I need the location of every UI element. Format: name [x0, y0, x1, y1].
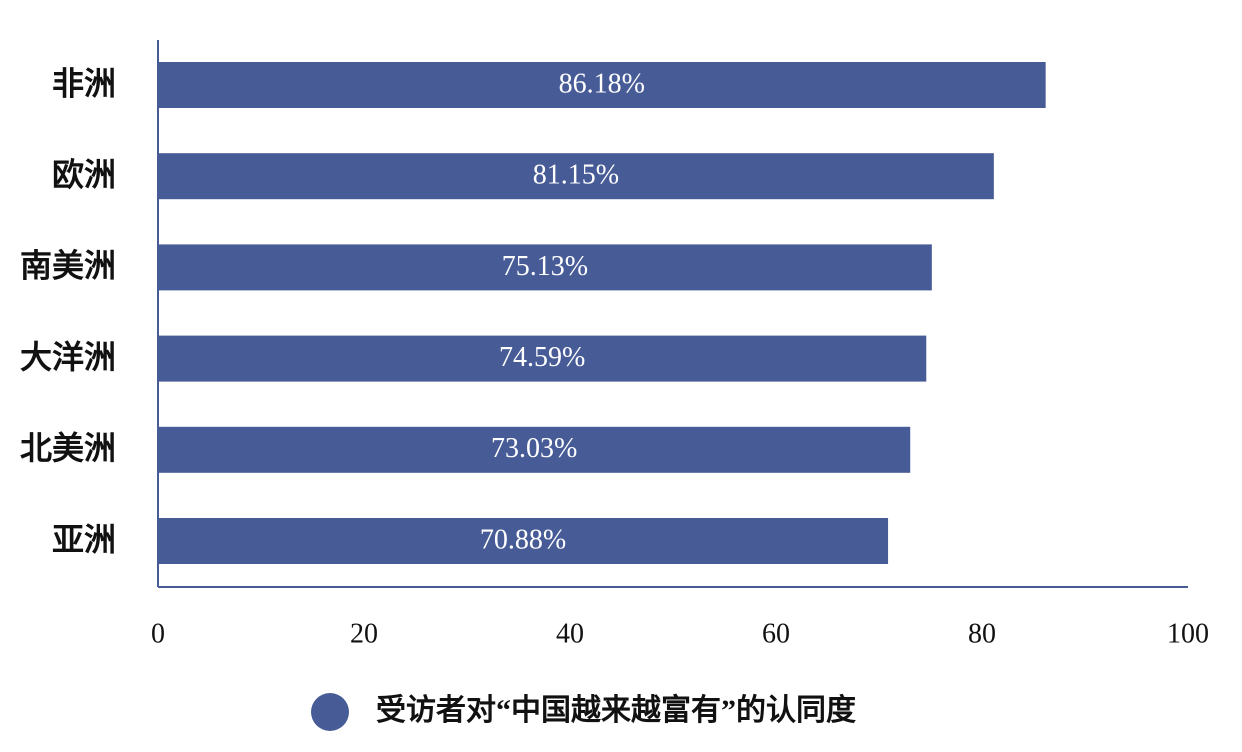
bar	[158, 62, 1046, 108]
data-label: 81.15%	[533, 160, 619, 191]
x-tick-label: 80	[968, 618, 996, 649]
data-label: 74.59%	[499, 342, 585, 373]
data-label: 86.18%	[559, 68, 645, 99]
data-label: 73.03%	[491, 433, 577, 464]
x-tick-label: 60	[762, 618, 790, 649]
bar	[158, 244, 932, 291]
y-tick-label: 大洋洲	[20, 339, 116, 375]
bar	[158, 335, 927, 382]
y-tick-label: 南美洲	[20, 248, 116, 284]
y-tick-label: 非洲	[52, 65, 116, 101]
y-tick-label: 亚洲	[52, 521, 116, 557]
data-label: 75.13%	[502, 251, 588, 282]
bar	[158, 153, 994, 200]
y-tick-label: 北美洲	[20, 430, 116, 466]
x-tick-label: 0	[151, 618, 165, 649]
y-tick-label: 欧洲	[52, 157, 116, 193]
x-tick-label: 20	[350, 618, 378, 649]
x-tick-label: 100	[1167, 618, 1209, 649]
legend-label: 受访者对“中国越来越富有”的认同度	[376, 693, 856, 727]
data-label: 70.88%	[480, 524, 566, 555]
x-tick-label: 40	[556, 618, 584, 649]
bar	[158, 518, 889, 564]
legend-marker	[311, 693, 349, 731]
bar	[158, 426, 911, 473]
